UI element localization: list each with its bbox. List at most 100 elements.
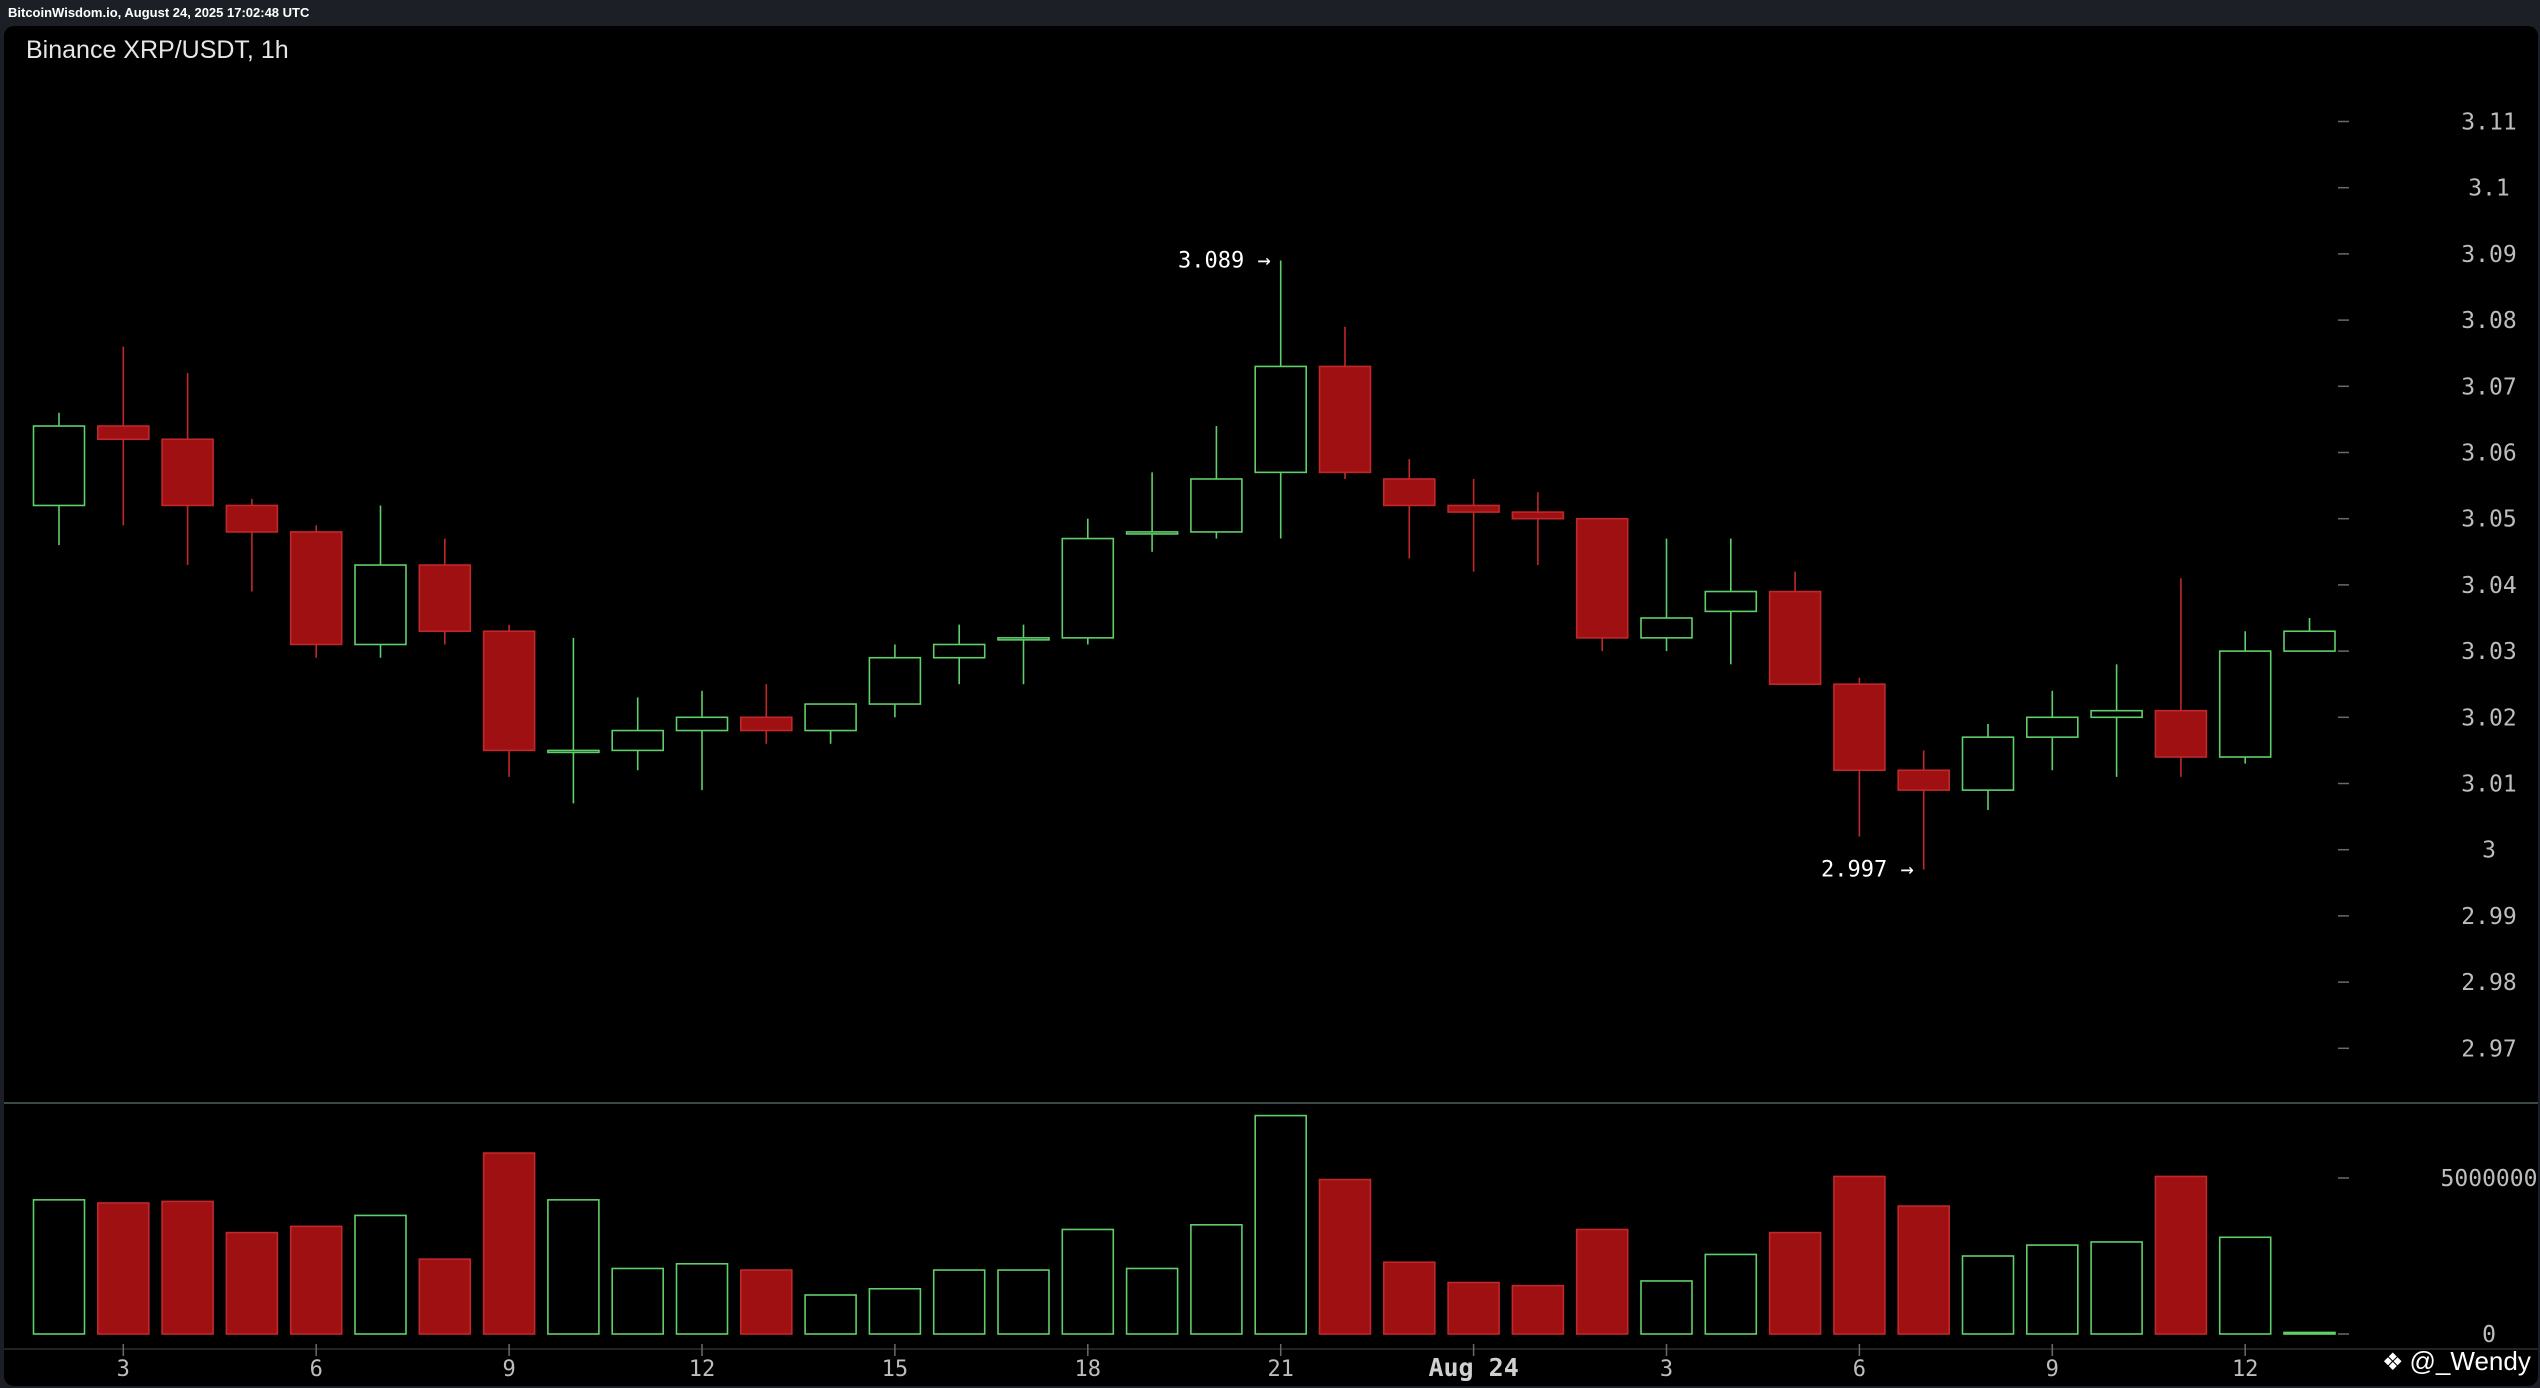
candle-body xyxy=(1190,478,1243,533)
volume-bar xyxy=(932,1269,986,1335)
time-tick-label: 12 xyxy=(2232,1357,2259,1382)
volume-tick-label: 5000000 xyxy=(2441,1166,2538,1192)
candles xyxy=(32,260,2336,870)
candle-body xyxy=(1961,736,2015,791)
volume-bar xyxy=(1254,1114,1307,1335)
candle-body xyxy=(354,564,407,646)
candle-body xyxy=(1575,517,1629,639)
time-tick-label: 3 xyxy=(117,1357,130,1382)
candle-body xyxy=(32,425,86,507)
volume-bar xyxy=(1897,1205,1950,1335)
volume-bar xyxy=(611,1267,665,1335)
candle-body xyxy=(161,438,214,507)
candle-body xyxy=(868,656,922,705)
candle-body xyxy=(611,729,665,752)
candle-body xyxy=(1704,590,1758,613)
price-tick-label: 3.02 xyxy=(2461,705,2516,731)
candle-body xyxy=(547,749,600,754)
volume-bar xyxy=(2283,1331,2336,1335)
volume-bar xyxy=(32,1199,86,1335)
volume-bar xyxy=(804,1294,857,1335)
volume-bar xyxy=(1961,1255,2015,1335)
volume-bar xyxy=(97,1202,150,1335)
price-tick-label: 3.11 xyxy=(2461,110,2516,136)
volume-bar xyxy=(1704,1253,1758,1335)
time-tick-label: 15 xyxy=(882,1357,909,1382)
source-timestamp: BitcoinWisdom.io, August 24, 2025 17:02:… xyxy=(8,5,310,20)
time-tick-label: 6 xyxy=(1853,1357,1866,1382)
candle-body xyxy=(739,716,793,732)
volume-bar xyxy=(225,1231,279,1335)
watermark-text: @_Wendy xyxy=(2409,1346,2531,1376)
candle-body xyxy=(2026,716,2079,738)
candle-body xyxy=(1383,478,1436,507)
chart-title: Binance XRP/USDT, 1h xyxy=(26,36,289,64)
volume-bar xyxy=(482,1152,536,1335)
volume-axis-ticks: 0 5000000 xyxy=(2338,1166,2537,1348)
candle-body xyxy=(1061,537,1115,639)
price-tick-label: 3.03 xyxy=(2461,639,2516,665)
high-price-annotation: 3.089 → xyxy=(1178,249,1271,274)
candle-body xyxy=(97,425,150,441)
candle-body xyxy=(804,703,857,732)
time-tick-label: 21 xyxy=(1267,1357,1294,1382)
volume-bar xyxy=(997,1269,1050,1335)
candle-body xyxy=(1640,617,1693,639)
volume-bar xyxy=(1383,1261,1436,1335)
candle-body xyxy=(932,643,986,659)
volume-bar xyxy=(289,1225,343,1335)
price-tick-label: 3 xyxy=(2482,838,2496,864)
volume-bar xyxy=(547,1199,600,1335)
candle-body xyxy=(2090,709,2143,719)
volume-bar xyxy=(418,1258,472,1335)
candle-body xyxy=(289,531,343,646)
candle-body xyxy=(418,564,472,633)
price-tick-label: 3.01 xyxy=(2461,772,2516,798)
candle-body xyxy=(1125,531,1179,535)
volume-bar xyxy=(2154,1175,2208,1335)
volume-bar xyxy=(739,1269,793,1335)
volume-tick-label: 0 xyxy=(2482,1322,2496,1348)
chart-area: 2.97 2.98 2.99 3 3.01 3.02 3.03 3.04 3.05 3.06 3.0… xyxy=(4,110,2538,1382)
volume-bar xyxy=(354,1214,407,1335)
top-bar: BitcoinWisdom.io, August 24, 2025 17:02:… xyxy=(0,0,2540,26)
volume-bar xyxy=(868,1287,922,1335)
price-tick-label: 3.1 xyxy=(2468,176,2510,202)
time-tick-label: 18 xyxy=(1075,1357,1102,1382)
candle-body xyxy=(675,716,729,732)
price-tick-label: 3.09 xyxy=(2461,242,2516,268)
volume-bar xyxy=(675,1263,729,1335)
candle-body xyxy=(1897,769,1950,791)
volume-bar xyxy=(2026,1244,2079,1335)
volume-bar xyxy=(1768,1231,1822,1335)
volume-bar xyxy=(1447,1281,1500,1335)
volume-bar xyxy=(1318,1178,1372,1335)
price-tick-label: 3.08 xyxy=(2461,308,2516,334)
price-tick-label: 3.04 xyxy=(2461,573,2516,599)
candle-body xyxy=(997,637,1050,641)
volume-bar xyxy=(2090,1241,2143,1335)
time-tick-label: 12 xyxy=(689,1357,716,1382)
time-tick-label: 3 xyxy=(1660,1357,1673,1382)
candle-body xyxy=(1511,511,1565,520)
price-tick-label: 3.06 xyxy=(2461,441,2516,467)
volume-bar xyxy=(1511,1284,1565,1335)
price-axis-ticks: 2.97 2.98 2.99 3 3.01 3.02 3.03 3.04 3.05 3.06 3.0… xyxy=(2338,110,2517,1062)
volume-bar xyxy=(1125,1267,1179,1335)
candle-body xyxy=(1833,683,1886,772)
time-tick-label: 9 xyxy=(2046,1357,2059,1382)
price-tick-label: 2.98 xyxy=(2461,970,2516,996)
price-tick-label: 2.97 xyxy=(2461,1036,2516,1062)
candle-body xyxy=(1447,504,1500,513)
price-tick-label: 3.07 xyxy=(2461,374,2516,400)
volume-bar xyxy=(1833,1175,1886,1335)
volume-bars xyxy=(32,1114,2336,1335)
candle-body xyxy=(2283,630,2336,652)
low-price-annotation: 2.997 → xyxy=(1821,858,1914,883)
candle-body xyxy=(2154,709,2208,758)
volume-bar xyxy=(1061,1228,1115,1335)
candle-body xyxy=(225,504,279,533)
volume-bar xyxy=(2218,1236,2272,1335)
candle-body xyxy=(1318,365,1372,474)
time-tick-label: 6 xyxy=(310,1357,323,1382)
